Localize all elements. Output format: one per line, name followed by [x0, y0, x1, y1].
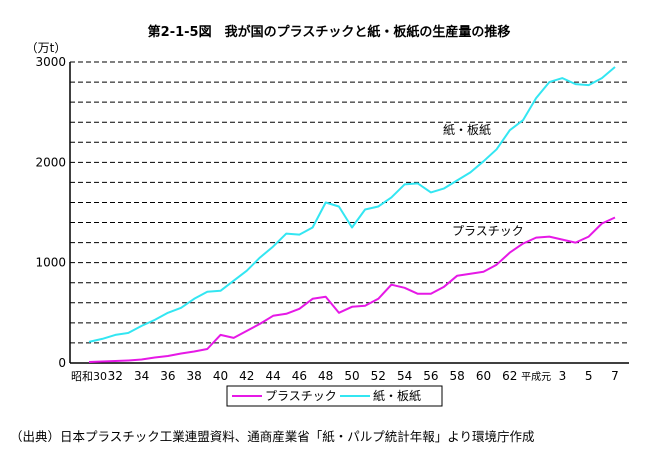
series-line-plastic	[88, 216, 616, 363]
source-note: （出典）日本プラスチック工業連盟資料、通商産業省「紙・パルプ統計年報」より環境庁…	[10, 429, 535, 444]
x-tick-label: 48	[318, 369, 333, 383]
x-tick-labels: 昭和30 32 34 36 38 40 42 44 46 48 50 52 54 56 58 60 62 平成元 3…	[71, 369, 619, 383]
annotation-plastic: プラスチック	[452, 224, 524, 238]
x-tick-label: 36	[160, 369, 175, 383]
axes	[69, 62, 629, 364]
x-tick-label: 50	[344, 369, 359, 383]
x-tick-label: 44	[265, 369, 280, 383]
x-tick-label: 42	[239, 369, 254, 383]
x-tick-label: 60	[476, 369, 491, 383]
y-tick-labels: 0 1000 2000 3000	[35, 55, 66, 370]
y-tick-label: 2000	[35, 155, 66, 169]
x-tick-label: 3	[559, 369, 567, 383]
series-line-paper	[88, 66, 616, 343]
gridlines	[70, 61, 629, 344]
x-tick-label: 40	[213, 369, 228, 383]
annotation-paper: 紙・板紙	[443, 122, 491, 137]
legend: プラスチック 紙・板紙	[226, 385, 443, 407]
x-tick-label: 平成元	[521, 371, 551, 383]
legend-label-paper: 紙・板紙	[373, 388, 421, 403]
legend-box	[226, 385, 443, 407]
x-tick-label: 56	[423, 369, 438, 383]
series-lines	[88, 66, 616, 363]
x-tick-label: 54	[397, 369, 412, 383]
x-tick-label: 32	[108, 369, 123, 383]
y-tick-label: 1000	[35, 256, 66, 270]
x-tick-label: 46	[292, 369, 307, 383]
x-tick-label: 62	[502, 369, 517, 383]
legend-label-plastic: プラスチック	[265, 389, 337, 403]
y-axis-unit: （万t）	[26, 41, 67, 55]
y-tick-label: 0	[58, 356, 66, 370]
y-tick-label: 3000	[35, 55, 66, 69]
x-tick-label: 52	[371, 369, 386, 383]
x-tick-label: 58	[450, 369, 465, 383]
chart-title: 第2-1-5図 我が国のプラスチックと紙・板紙の生産量の推移	[148, 24, 511, 40]
x-tick-label: 昭和30	[71, 370, 107, 383]
x-tick-label: 38	[187, 369, 202, 383]
x-tick-label: 5	[585, 369, 593, 383]
x-tick-label: 34	[134, 369, 149, 383]
x-tick-label: 7	[611, 369, 619, 383]
